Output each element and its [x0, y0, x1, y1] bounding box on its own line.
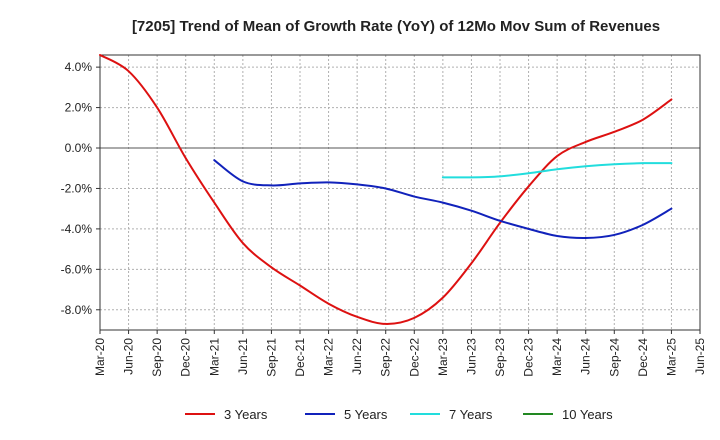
x-tick-label: Dec-20	[179, 338, 193, 377]
x-tick-label: Jun-23	[464, 338, 478, 375]
x-tick-label: Jun-22	[350, 338, 364, 375]
x-tick-label: Mar-22	[322, 338, 336, 376]
plot-frame	[99, 54, 701, 331]
x-tick-label: Jun-20	[122, 338, 136, 375]
y-tick-label: 2.0%	[65, 101, 93, 115]
x-tick-label: Sep-24	[607, 338, 621, 377]
axis-layer: 4.0% 2.0% 0.0% -2.0% -4.0% -6.0% -8.0% Mar-20 Ju…	[61, 54, 707, 377]
x-tick-label: Dec-23	[522, 338, 536, 377]
legend-label-7-years: 7 Years	[449, 407, 493, 422]
y-tick-label: -2.0%	[61, 181, 93, 195]
x-tick-label: Mar-24	[550, 338, 564, 376]
grid-layer	[100, 55, 700, 330]
x-tick-label: Jun-25	[693, 338, 707, 375]
x-tick-label: Mar-21	[207, 338, 221, 376]
series-line-7-years	[441, 162, 673, 179]
x-tick-label: Mar-23	[436, 338, 450, 376]
y-tick-label: -6.0%	[61, 262, 93, 276]
x-tick-label: Sep-22	[379, 338, 393, 377]
legend-label-5-years: 5 Years	[344, 407, 388, 422]
y-tick-label: -8.0%	[61, 303, 93, 317]
series-layer	[99, 54, 673, 325]
x-tick-label: Mar-25	[664, 338, 678, 376]
legend-label-10-years: 10 Years	[562, 407, 613, 422]
x-tick-label: Jun-24	[579, 338, 593, 375]
y-tick-label: -4.0%	[61, 222, 93, 236]
x-tick-label: Sep-21	[264, 338, 278, 377]
y-tick-label: 4.0%	[65, 60, 93, 74]
y-tick-label: 0.0%	[65, 141, 93, 155]
x-tick-label: Dec-22	[407, 338, 421, 377]
legend-label-3-years: 3 Years	[224, 407, 268, 422]
series-line-3-years	[99, 54, 673, 325]
series-line-5-years	[213, 159, 673, 240]
x-tick-label: Dec-24	[636, 338, 650, 377]
x-tick-label: Sep-23	[493, 338, 507, 377]
legend: 3 Years 5 Years 7 Years 10 Years	[185, 407, 613, 422]
chart-title: [7205] Trend of Mean of Growth Rate (YoY…	[132, 18, 660, 35]
x-tick-label: Jun-21	[236, 338, 250, 375]
x-tick-label: Sep-20	[150, 338, 164, 377]
x-tick-label: Mar-20	[93, 338, 107, 376]
x-tick-label: Dec-21	[293, 338, 307, 377]
